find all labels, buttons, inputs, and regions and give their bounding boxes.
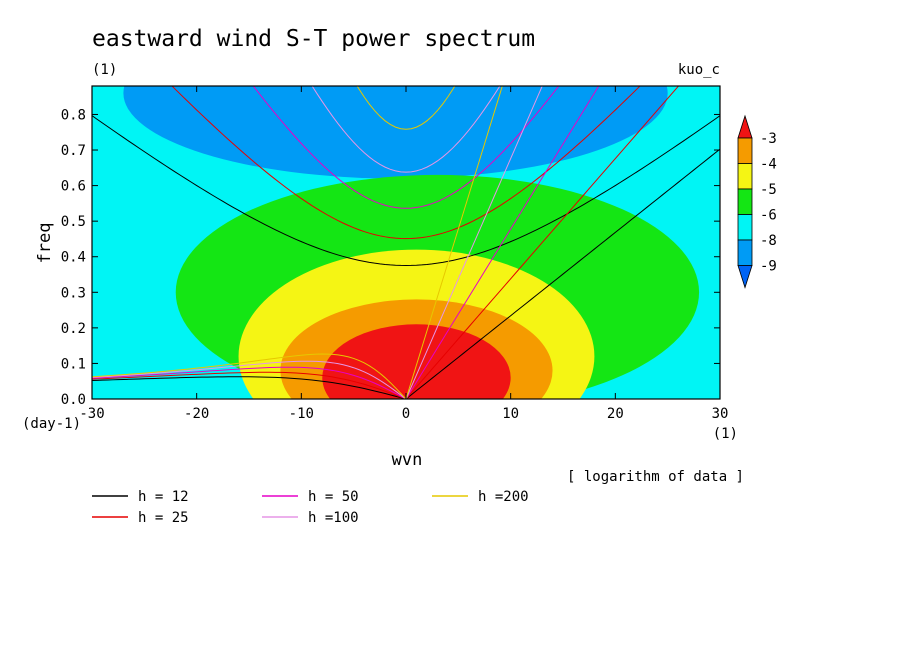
colorbar-label: -8	[760, 233, 777, 249]
x-tick-label: 0	[402, 406, 410, 422]
y-axis: 0.0 0.1 0.2 0.3 0.4 0.5 0.6 0.7 0.8	[61, 107, 720, 408]
legend-label: h =200	[478, 489, 529, 505]
y-tick-label: 0.3	[61, 285, 86, 301]
kelvin-curve-4	[405, 86, 503, 399]
gravity-curve-0	[92, 115, 720, 266]
colorbar-label: -3	[760, 131, 777, 147]
legend: h = 12 h = 25 h = 50 h =100 h =200	[92, 489, 529, 526]
kelvin-curve-3	[405, 86, 543, 399]
y-unit-label: (day-1)	[22, 416, 81, 432]
x-axis-label: wvn	[392, 450, 423, 470]
chart-title: eastward wind S-T power spectrum	[92, 26, 535, 52]
kelvin-curve-2	[405, 86, 600, 399]
legend-label: h = 12	[138, 489, 189, 505]
y-tick-label: 0.5	[61, 214, 86, 230]
legend-label: h = 25	[138, 510, 189, 526]
colorbar-swatch	[737, 188, 753, 215]
contour-band-neg8	[123, 86, 668, 179]
colorbar-swatch	[737, 239, 753, 266]
legend-label: h = 50	[308, 489, 359, 505]
contour-fills	[92, 86, 720, 399]
contour-band-neg3	[322, 324, 511, 399]
colorbar: -3 -4 -5 -6 -8 -9	[737, 114, 777, 289]
x-unit-label: (1)	[713, 426, 738, 442]
colorbar-swatch	[737, 163, 753, 190]
y-tick-label: 0.0	[61, 392, 86, 408]
chart-subtitle-right: kuo_c	[678, 62, 720, 78]
x-axis: -30 -20 -10 0 10 20 30	[79, 86, 728, 422]
colorbar-top-arrow	[737, 114, 753, 139]
colorbar-label: -5	[760, 182, 777, 198]
y-tick-label: 0.2	[61, 321, 86, 337]
x-tick-label: 30	[712, 406, 729, 422]
gravity-curve-4	[356, 86, 456, 130]
chart-subtitle-left: (1)	[92, 62, 117, 78]
gravity-curve-2	[252, 86, 560, 209]
rossby-curve-3	[92, 360, 407, 399]
y-tick-label: 0.6	[61, 179, 86, 195]
gravity-curve-1	[171, 86, 641, 240]
rossby-curve-0	[92, 376, 407, 399]
colorbar-swatch	[737, 214, 753, 241]
y-tick-label: 0.4	[61, 250, 86, 266]
y-tick-label: 0.7	[61, 143, 86, 159]
x-tick-label: -10	[289, 406, 314, 422]
colorbar-swatch	[737, 137, 753, 164]
colorbar-label: -6	[760, 208, 777, 224]
colorbar-label: -9	[760, 259, 777, 275]
rossby-curve-4	[92, 353, 407, 399]
colorbar-label: -4	[760, 157, 777, 173]
legend-label: h =100	[308, 510, 359, 526]
plot-area	[92, 86, 720, 399]
y-tick-label: 0.1	[61, 356, 86, 372]
x-tick-label: 10	[502, 406, 519, 422]
x-tick-label: 20	[607, 406, 624, 422]
dispersion-curves	[92, 86, 720, 399]
gravity-curve-3	[311, 86, 501, 173]
note-text: [ logarithm of data ]	[567, 469, 744, 485]
rossby-curve-2	[92, 366, 407, 399]
rossby-curve-1	[92, 371, 407, 399]
kelvin-curve-1	[405, 86, 680, 399]
y-tick-label: 0.8	[61, 107, 86, 123]
x-tick-label: -20	[184, 406, 209, 422]
y-axis-label: freq	[35, 223, 55, 264]
colorbar-bottom-arrow	[737, 265, 753, 289]
kelvin-curve-0	[405, 148, 720, 399]
x-tick-label: -30	[79, 406, 104, 422]
